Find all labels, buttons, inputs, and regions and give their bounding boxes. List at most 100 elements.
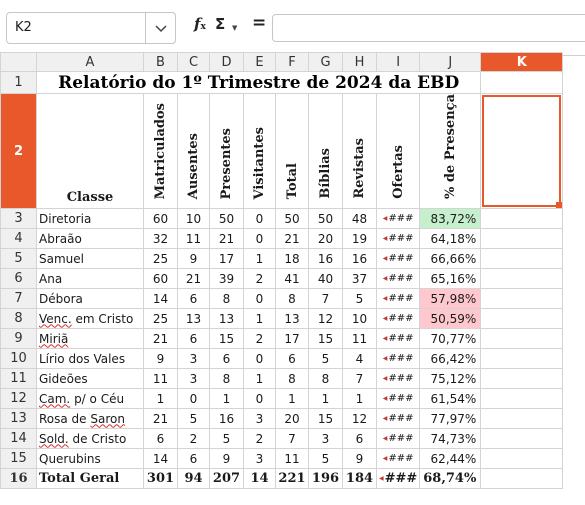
cell-matriculados[interactable]: 14 — [143, 288, 178, 310]
column-header-a[interactable]: A — [36, 52, 144, 72]
cell-ofertas[interactable]: ### — [375, 248, 421, 270]
cell-presenca[interactable]: 75,12% — [419, 368, 482, 390]
cell-ofertas[interactable]: ### — [375, 268, 421, 290]
header-revistas-cell[interactable]: Revistas — [342, 92, 377, 210]
column-header-b[interactable]: B — [143, 52, 178, 72]
fill-handle[interactable] — [556, 202, 562, 208]
cell-ofertas[interactable]: ### — [375, 208, 421, 230]
total-matriculados[interactable]: 301 — [143, 468, 178, 490]
cell-presentes[interactable]: 39 — [209, 268, 244, 290]
cell-total[interactable]: 11 — [275, 448, 309, 470]
cell-presenca[interactable]: 83,72% — [419, 208, 482, 230]
cell-matriculados[interactable]: 11 — [143, 368, 178, 390]
cell-presentes[interactable]: 8 — [209, 288, 244, 310]
total-label[interactable]: Total Geral — [36, 468, 144, 490]
cell-ausentes[interactable]: 11 — [177, 228, 210, 250]
cell-revistas[interactable]: 16 — [342, 248, 377, 270]
cell-presentes[interactable]: 5 — [209, 428, 244, 450]
row-header-12[interactable]: 12 — [0, 388, 37, 410]
cell-matriculados[interactable]: 1 — [143, 388, 178, 410]
total-ausentes[interactable]: 94 — [177, 468, 210, 490]
cell-biblias[interactable]: 3 — [308, 428, 343, 450]
cell-biblias[interactable]: 50 — [308, 208, 343, 230]
cell-presentes[interactable]: 16 — [209, 408, 244, 430]
cell-matriculados[interactable]: 14 — [143, 448, 178, 470]
cell-total[interactable]: 1 — [275, 388, 309, 410]
cell-ausentes[interactable]: 6 — [177, 288, 210, 310]
cell-revistas[interactable]: 37 — [342, 268, 377, 290]
cell-ofertas[interactable]: ### — [375, 228, 421, 250]
cell-classe[interactable]: Débora — [36, 288, 144, 310]
total-ofertas[interactable]: ### — [375, 468, 421, 490]
cell-ofertas[interactable]: ### — [375, 348, 421, 370]
cell-matriculados[interactable]: 32 — [143, 228, 178, 250]
header-classe[interactable]: Classe — [36, 92, 144, 210]
cell-matriculados[interactable]: 6 — [143, 428, 178, 450]
header-ofertas-cell[interactable]: Ofertas — [375, 92, 421, 210]
header-matriculados-cell[interactable]: Matriculados — [143, 92, 178, 210]
cell-matriculados[interactable]: 60 — [143, 208, 178, 230]
function-wizard-button[interactable]: fx — [194, 15, 206, 33]
cell-k[interactable] — [480, 308, 564, 330]
total-visitantes[interactable]: 14 — [243, 468, 276, 490]
cell-ofertas[interactable]: ### — [375, 368, 421, 390]
cell-total[interactable]: 8 — [275, 288, 309, 310]
cell-k[interactable] — [480, 228, 564, 250]
cell-k[interactable] — [480, 288, 564, 310]
cell-visitantes[interactable]: 0 — [243, 288, 276, 310]
cell-visitantes[interactable]: 1 — [243, 368, 276, 390]
cell-total[interactable]: 20 — [275, 408, 309, 430]
total-revistas[interactable]: 184 — [342, 468, 377, 490]
cell-classe[interactable]: Sold. de Cristo — [36, 428, 144, 450]
cell-ofertas[interactable]: ### — [375, 448, 421, 470]
cell-revistas[interactable]: 4 — [342, 348, 377, 370]
header-ausentes-cell[interactable]: Ausentes — [177, 92, 210, 210]
cell-visitantes[interactable]: 0 — [243, 208, 276, 230]
cell-ofertas[interactable]: ### — [375, 328, 421, 350]
row-header-9[interactable]: 9 — [0, 328, 37, 350]
row-header-8[interactable]: 8 — [0, 308, 37, 330]
cell-presenca[interactable]: 61,54% — [419, 388, 482, 410]
cell-visitantes[interactable]: 2 — [243, 428, 276, 450]
cell-visitantes[interactable]: 0 — [243, 388, 276, 410]
cell-ausentes[interactable]: 3 — [177, 348, 210, 370]
cell-revistas[interactable]: 10 — [342, 308, 377, 330]
cell-classe[interactable]: Miriã — [36, 328, 144, 350]
cell-ofertas[interactable]: ### — [375, 388, 421, 410]
cell-classe[interactable]: Ana — [36, 268, 144, 290]
cell-matriculados[interactable]: 25 — [143, 308, 178, 330]
row-header-6[interactable]: 6 — [0, 268, 37, 290]
cell-total[interactable]: 8 — [275, 368, 309, 390]
total-total[interactable]: 221 — [275, 468, 309, 490]
row-header-5[interactable]: 5 — [0, 248, 37, 270]
cell-presentes[interactable]: 17 — [209, 248, 244, 270]
column-header-k[interactable]: K — [480, 52, 564, 72]
cell-presenca[interactable]: 62,44% — [419, 448, 482, 470]
cell-presenca[interactable]: 64,18% — [419, 228, 482, 250]
cell-ausentes[interactable]: 10 — [177, 208, 210, 230]
cell-biblias[interactable]: 5 — [308, 348, 343, 370]
cell-total[interactable]: 17 — [275, 328, 309, 350]
cell-ausentes[interactable]: 3 — [177, 368, 210, 390]
report-title[interactable]: Relatório do 1º Trimestre de 2024 da EBD — [35, 71, 482, 94]
cell-k[interactable] — [480, 408, 564, 430]
sum-dropdown-icon[interactable]: ▼ — [232, 24, 238, 32]
cell-presenca[interactable]: 66,42% — [419, 348, 482, 370]
column-header-f[interactable]: F — [275, 52, 309, 72]
cell-biblias[interactable]: 15 — [308, 408, 343, 430]
cell-k1[interactable] — [480, 71, 564, 94]
cell-classe[interactable]: Diretoria — [36, 208, 144, 230]
cell-k2-selected[interactable] — [480, 92, 564, 210]
cell-total[interactable]: 7 — [275, 428, 309, 450]
cell-k[interactable] — [480, 448, 564, 470]
cell-presentes[interactable]: 6 — [209, 348, 244, 370]
column-header-c[interactable]: C — [177, 52, 210, 72]
cell-revistas[interactable]: 12 — [342, 408, 377, 430]
cell-biblias[interactable]: 20 — [308, 228, 343, 250]
cell-presentes[interactable]: 9 — [209, 448, 244, 470]
cell-k[interactable] — [480, 248, 564, 270]
cell-classe[interactable]: Samuel — [36, 248, 144, 270]
formula-button[interactable]: = — [252, 13, 267, 33]
cell-biblias[interactable]: 1 — [308, 388, 343, 410]
row-header-14[interactable]: 14 — [0, 428, 37, 450]
